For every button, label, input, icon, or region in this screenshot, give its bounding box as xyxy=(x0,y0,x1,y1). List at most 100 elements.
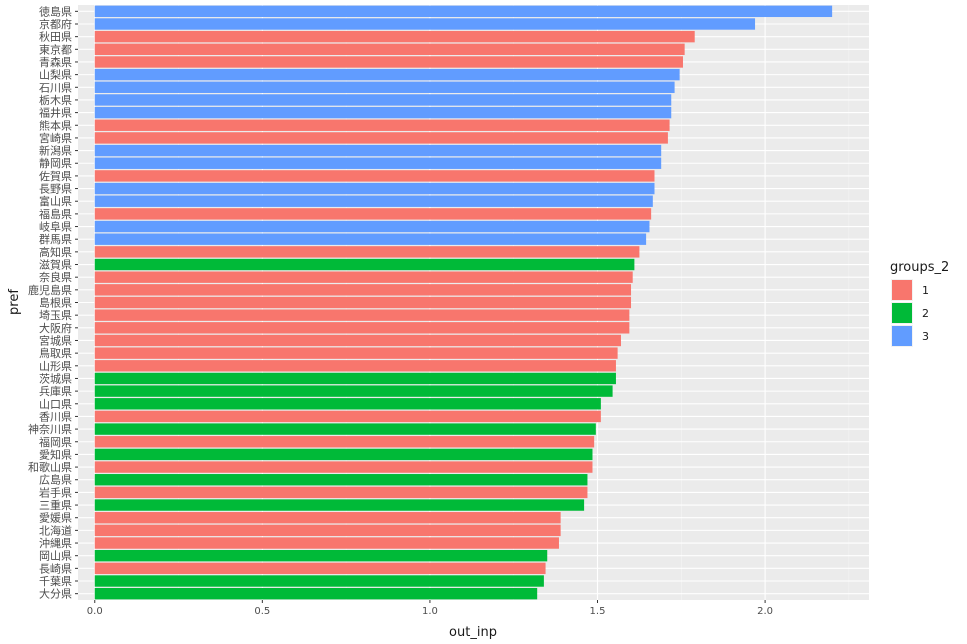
bar xyxy=(94,410,601,423)
bar xyxy=(94,562,546,575)
bar xyxy=(94,182,655,195)
y-tick-label: 東京都 xyxy=(39,42,72,56)
y-tick-label: 岡山県 xyxy=(39,550,72,563)
y-axis-title: pref xyxy=(7,289,22,315)
y-tick-label: 山形県 xyxy=(39,360,72,373)
y-tick-label: 石川県 xyxy=(39,81,72,94)
bar xyxy=(94,448,593,461)
bar xyxy=(94,423,596,435)
y-tick-label: 静岡県 xyxy=(39,156,72,170)
bar xyxy=(94,195,653,207)
bar xyxy=(94,81,675,93)
bar xyxy=(94,56,683,68)
bar xyxy=(94,157,662,169)
y-tick-label: 栃木県 xyxy=(39,93,72,107)
y-tick-label: 鳥取県 xyxy=(39,346,72,360)
y-tick-label: 京都府 xyxy=(39,17,72,31)
bar xyxy=(94,68,680,81)
y-tick-label: 大分県 xyxy=(39,587,72,601)
bars xyxy=(94,5,833,600)
bar xyxy=(94,372,616,385)
legend-items: 1 2 3 xyxy=(891,279,929,347)
bar xyxy=(94,398,601,410)
bar xyxy=(94,296,632,309)
x-tick-label: 0.5 xyxy=(254,606,270,617)
y-tick-label: 宮崎県 xyxy=(39,131,72,145)
bar xyxy=(94,271,633,283)
bar xyxy=(94,233,647,245)
bar xyxy=(94,132,668,144)
y-axis-ticks xyxy=(75,10,78,595)
bar xyxy=(94,587,538,600)
bar xyxy=(94,119,670,131)
legend-label: 2 xyxy=(922,307,929,320)
y-tick-label: 北海道 xyxy=(39,523,72,537)
y-tick-label: 高知県 xyxy=(39,245,72,259)
bar xyxy=(94,499,585,511)
bar xyxy=(94,322,630,334)
bar xyxy=(94,537,559,549)
legend-swatch xyxy=(892,326,912,346)
legend: groups_2 1 2 3 xyxy=(890,260,949,347)
y-tick-label: 岩手県 xyxy=(39,485,72,499)
y-tick-label: 長野県 xyxy=(39,183,72,196)
y-tick-label: 新潟県 xyxy=(39,144,72,158)
y-tick-label: 島根県 xyxy=(39,296,72,310)
bar xyxy=(94,258,635,271)
y-tick-label: 長崎県 xyxy=(39,561,72,575)
y-tick-label: 群馬県 xyxy=(39,232,72,246)
bar xyxy=(94,512,561,524)
y-tick-label: 大阪府 xyxy=(39,321,72,335)
y-tick-label: 秋田県 xyxy=(39,30,72,44)
legend-swatch xyxy=(892,280,912,300)
bar xyxy=(94,486,588,499)
y-tick-label: 福島県 xyxy=(39,207,72,221)
y-tick-label: 佐賀県 xyxy=(39,169,72,183)
y-tick-label: 福岡県 xyxy=(39,435,72,449)
y-tick-label: 宮城県 xyxy=(39,333,72,347)
y-tick-label: 広島県 xyxy=(39,473,72,487)
bar xyxy=(94,208,652,220)
bar xyxy=(94,144,662,157)
x-tick-label: 1.5 xyxy=(590,606,606,617)
y-tick-label: 香川県 xyxy=(39,410,72,423)
bar xyxy=(94,461,593,473)
legend-label: 3 xyxy=(922,330,929,343)
bar xyxy=(94,106,672,119)
y-tick-label: 滋賀県 xyxy=(39,259,72,272)
y-tick-label: 熊本県 xyxy=(39,118,72,132)
bar xyxy=(94,5,833,18)
y-tick-label: 鹿児島県 xyxy=(28,283,72,297)
bar xyxy=(94,385,613,397)
bar xyxy=(94,524,561,537)
legend-swatch xyxy=(892,303,912,323)
x-tick-label: 0.0 xyxy=(87,606,103,617)
y-tick-label: 奈良県 xyxy=(39,270,72,284)
y-tick-label: 神奈川県 xyxy=(28,422,72,436)
y-tick-label: 埼玉県 xyxy=(39,308,72,322)
bar xyxy=(94,436,595,448)
bar xyxy=(94,18,756,30)
y-tick-label: 愛媛県 xyxy=(39,511,72,525)
y-tick-label: 茨城県 xyxy=(39,371,72,385)
bar xyxy=(94,220,650,233)
bar xyxy=(94,94,672,106)
legend-label: 1 xyxy=(922,284,929,297)
x-tick-label: 2.0 xyxy=(757,606,773,617)
y-tick-label: 愛知県 xyxy=(39,447,72,461)
y-tick-label: 和歌山県 xyxy=(28,460,72,474)
bar xyxy=(94,30,695,43)
bar xyxy=(94,334,621,347)
bar xyxy=(94,43,685,56)
legend-title: groups_2 xyxy=(890,260,949,275)
y-tick-label: 岐阜県 xyxy=(39,221,72,234)
y-tick-label: 徳島県 xyxy=(39,4,72,18)
y-tick-label: 青森県 xyxy=(39,55,72,69)
bar xyxy=(94,575,544,587)
bar xyxy=(94,474,588,486)
y-axis-labels: 徳島県京都府秋田県東京都青森県山梨県石川県栃木県福井県熊本県宮崎県新潟県静岡県佐… xyxy=(28,4,72,600)
y-tick-label: 兵庫県 xyxy=(39,384,72,398)
x-axis-ticks xyxy=(94,600,766,603)
y-tick-label: 千葉県 xyxy=(39,574,72,588)
